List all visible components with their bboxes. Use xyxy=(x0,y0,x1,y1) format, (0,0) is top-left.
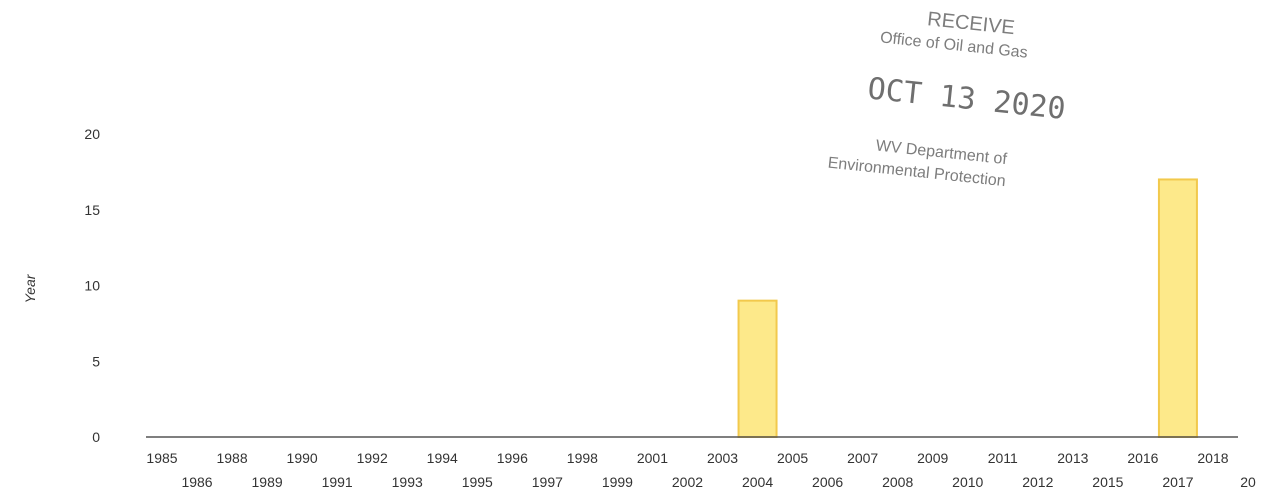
x-tick-label: 2005 xyxy=(777,450,808,466)
y-tick-label: 10 xyxy=(84,278,100,294)
x-tick-label: 2006 xyxy=(812,474,843,490)
x-tick-label: 1997 xyxy=(532,474,563,490)
x-tick-label: 1993 xyxy=(392,474,423,490)
x-tick-label: 2003 xyxy=(707,450,738,466)
x-tick-label: 1992 xyxy=(357,450,388,466)
x-tick-label: 2011 xyxy=(988,450,1018,466)
x-tick-label: 2016 xyxy=(1127,450,1158,466)
bar-2004 xyxy=(737,299,778,438)
x-tick-label: 1990 xyxy=(287,450,318,466)
x-tick-label: 2018 xyxy=(1197,450,1228,466)
y-tick-label: 0 xyxy=(92,429,100,445)
y-axis-title: Year xyxy=(22,273,38,303)
y-tick-labels: 0 5 10 15 20 xyxy=(84,126,100,445)
stamp-date-text: OCT 13 2020 xyxy=(866,71,1067,127)
x-tick-label: 20 xyxy=(1240,474,1256,490)
x-tick-label: 1996 xyxy=(497,450,528,466)
x-tick-label: 2008 xyxy=(882,474,913,490)
y-tick-label: 20 xyxy=(84,126,100,142)
x-tick-label: 1988 xyxy=(216,450,247,466)
x-tick-label: 2015 xyxy=(1092,474,1123,490)
x-tick-label: 1999 xyxy=(602,474,633,490)
y-tick-label: 15 xyxy=(84,202,100,218)
x-tick-label: 1991 xyxy=(322,474,353,490)
bars-layer xyxy=(737,178,1198,438)
x-tick-label: 1989 xyxy=(252,474,283,490)
x-tick-label: 2001 xyxy=(637,450,668,466)
x-tick-label: 2004 xyxy=(742,474,773,490)
x-tick-label: 1994 xyxy=(427,450,458,466)
x-tick-label: 2002 xyxy=(672,474,703,490)
bar-2017 xyxy=(1157,178,1198,438)
x-tick-label: 1995 xyxy=(462,474,493,490)
x-tick-label: 2010 xyxy=(952,474,983,490)
x-tick-label: 2007 xyxy=(847,450,878,466)
x-tick-label: 1986 xyxy=(181,474,212,490)
y-tick-label: 5 xyxy=(92,353,100,369)
x-tick-label: 2013 xyxy=(1057,450,1088,466)
x-tick-label: 1985 xyxy=(146,450,177,466)
x-tick-label: 2017 xyxy=(1162,474,1193,490)
x-tick-label: 2012 xyxy=(1022,474,1053,490)
x-tick-label: 2009 xyxy=(917,450,948,466)
received-stamp: RECEIVE Office of Oil and Gas OCT 13 202… xyxy=(827,8,1067,190)
x-tick-label: 1998 xyxy=(567,450,598,466)
